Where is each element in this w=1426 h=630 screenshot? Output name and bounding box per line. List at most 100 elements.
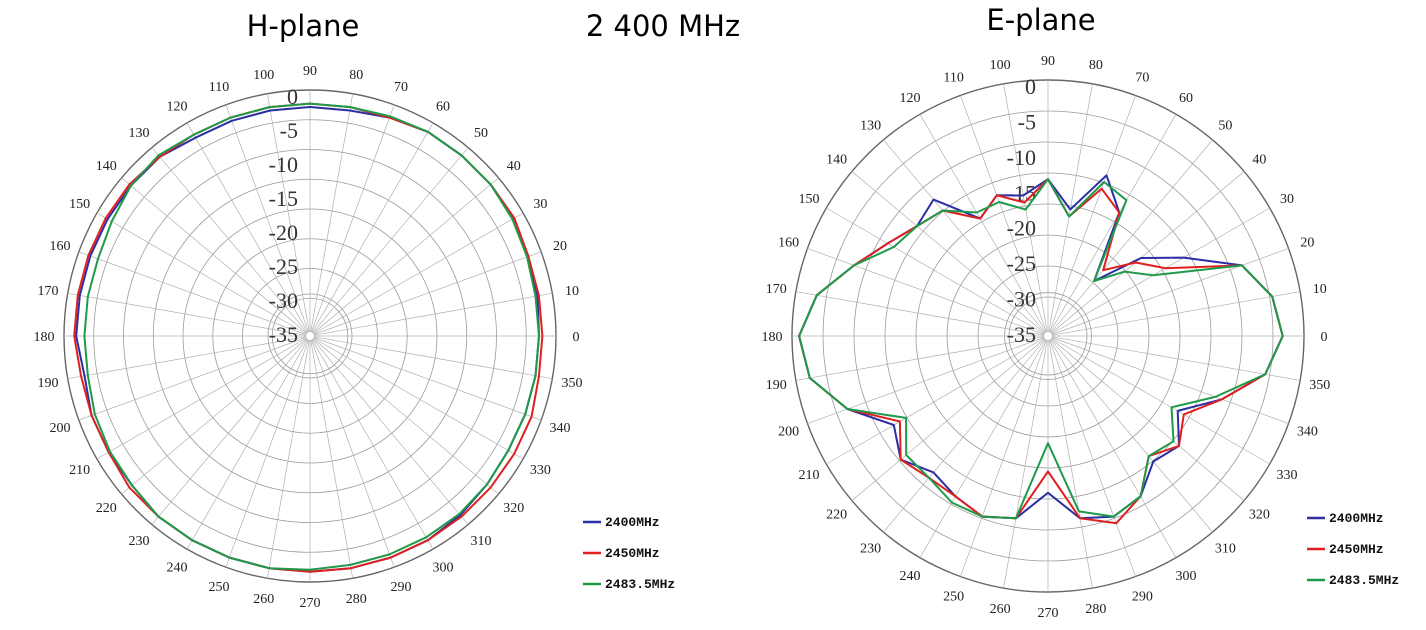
angle-tick-label: 240 xyxy=(900,569,921,584)
angle-spoke xyxy=(826,337,1045,465)
angle-tick-label: 80 xyxy=(1089,58,1103,73)
angle-tick-label: 130 xyxy=(129,126,150,141)
angle-tick-label: 70 xyxy=(394,80,408,95)
angle-spoke xyxy=(310,93,354,333)
angle-spoke xyxy=(67,292,307,336)
angle-spoke xyxy=(312,147,469,334)
angle-spoke xyxy=(151,338,308,525)
legend-label: 2400MHz xyxy=(605,515,660,530)
angle-spoke xyxy=(1051,336,1301,381)
angle-spoke xyxy=(266,339,310,579)
angle-tick-label: 20 xyxy=(553,239,567,254)
radial-tick-label: 0 xyxy=(1025,74,1036,99)
angle-spoke xyxy=(1050,139,1213,334)
angle-tick-label: 280 xyxy=(346,592,367,607)
angle-spoke xyxy=(1049,339,1177,558)
angle-spoke xyxy=(795,291,1045,336)
angle-spoke xyxy=(807,337,1045,424)
legend-label: 2450MHz xyxy=(1329,542,1384,557)
angle-tick-label: 140 xyxy=(96,159,117,174)
radial-tick-label: -20 xyxy=(269,220,298,245)
angle-spoke xyxy=(225,104,309,333)
angle-tick-label: 340 xyxy=(549,421,570,436)
angle-tick-label: 100 xyxy=(253,68,274,83)
series-line xyxy=(798,178,1284,520)
angle-tick-label: 220 xyxy=(96,501,117,516)
angle-tick-label: 120 xyxy=(900,91,921,106)
legend-label: 2483.5MHz xyxy=(605,577,675,592)
angle-spoke xyxy=(1048,339,1093,589)
radial-tick-label: -25 xyxy=(269,254,298,279)
angle-spoke xyxy=(1051,291,1301,336)
angle-tick-label: 350 xyxy=(561,376,582,391)
angle-spoke xyxy=(1049,339,1136,577)
angle-tick-label: 50 xyxy=(1218,119,1232,134)
angle-spoke xyxy=(313,337,542,421)
angle-tick-label: 200 xyxy=(778,424,799,439)
angle-spoke xyxy=(1003,339,1048,589)
angle-spoke xyxy=(1051,337,1289,424)
angle-spoke xyxy=(795,336,1045,381)
angle-tick-label: 180 xyxy=(34,330,55,345)
angle-spoke xyxy=(78,251,307,335)
angle-spoke xyxy=(313,337,524,460)
angle-spoke xyxy=(851,338,1046,501)
radial-tick-label: -30 xyxy=(269,288,298,313)
angle-tick-label: 250 xyxy=(209,580,230,595)
h-plane-chart: H-plane 0 10 20 30 40 50 60 70 80 90 100 110 120 130 14… xyxy=(34,9,676,611)
angle-tick-label: 260 xyxy=(253,592,274,607)
angle-tick-label: 90 xyxy=(303,64,317,79)
angle-spoke xyxy=(1050,338,1245,501)
angle-tick-label: 10 xyxy=(1313,282,1327,297)
angle-spoke xyxy=(1050,338,1213,533)
angle-tick-label: 110 xyxy=(209,80,229,95)
radial-tick-label: -20 xyxy=(1007,216,1036,241)
angle-tick-label: 30 xyxy=(533,197,547,212)
angle-tick-label: 150 xyxy=(69,197,90,212)
angle-tick-label: 110 xyxy=(943,71,963,86)
angle-spoke xyxy=(78,337,307,421)
angle-tick-label: 160 xyxy=(778,236,799,251)
chart-title: E-plane xyxy=(986,3,1095,37)
angle-spoke xyxy=(225,339,309,568)
angle-tick-label: 190 xyxy=(766,378,787,393)
angle-tick-label: 10 xyxy=(565,284,579,299)
angle-tick-label: 0 xyxy=(1321,330,1328,345)
angle-spoke xyxy=(807,248,1045,335)
angle-tick-label: 60 xyxy=(436,100,450,115)
angle-tick-label: 230 xyxy=(129,534,150,549)
angle-spoke xyxy=(186,122,309,333)
angle-spoke xyxy=(1051,248,1289,335)
angle-spoke xyxy=(1051,207,1270,335)
angle-tick-label: 120 xyxy=(167,100,188,115)
radial-tick-label: -35 xyxy=(269,322,298,347)
angle-spoke xyxy=(151,147,308,334)
angle-spoke xyxy=(311,339,395,568)
angle-tick-label: 240 xyxy=(167,560,188,575)
angle-tick-label: 330 xyxy=(530,463,551,478)
angle-spoke xyxy=(1050,171,1245,334)
radial-tick-label: -10 xyxy=(269,152,298,177)
angle-spoke xyxy=(121,338,308,495)
angle-tick-label: 40 xyxy=(1252,153,1266,168)
angle-tick-label: 270 xyxy=(300,596,321,611)
angle-tick-label: 280 xyxy=(1085,602,1106,617)
angle-tick-label: 200 xyxy=(50,421,71,436)
legend-label: 2450MHz xyxy=(605,546,660,561)
angle-tick-label: 170 xyxy=(766,282,787,297)
angle-tick-label: 100 xyxy=(990,58,1011,73)
angle-tick-label: 340 xyxy=(1297,424,1318,439)
angle-tick-label: 310 xyxy=(470,534,491,549)
angle-tick-label: 310 xyxy=(1215,541,1236,556)
angle-spoke xyxy=(313,251,542,335)
angle-tick-label: 180 xyxy=(762,330,783,345)
angle-tick-label: 50 xyxy=(474,126,488,141)
angle-spoke xyxy=(919,339,1047,558)
radial-tick-label: -15 xyxy=(269,186,298,211)
angle-tick-label: 170 xyxy=(38,284,59,299)
e-plane-chart: E-plane 0 10 20 30 40 50 60 70 80 90 100 110 120 130 14… xyxy=(762,3,1400,621)
angle-spoke xyxy=(960,339,1047,577)
angle-spoke xyxy=(1051,337,1270,465)
angle-spoke xyxy=(1049,114,1177,333)
